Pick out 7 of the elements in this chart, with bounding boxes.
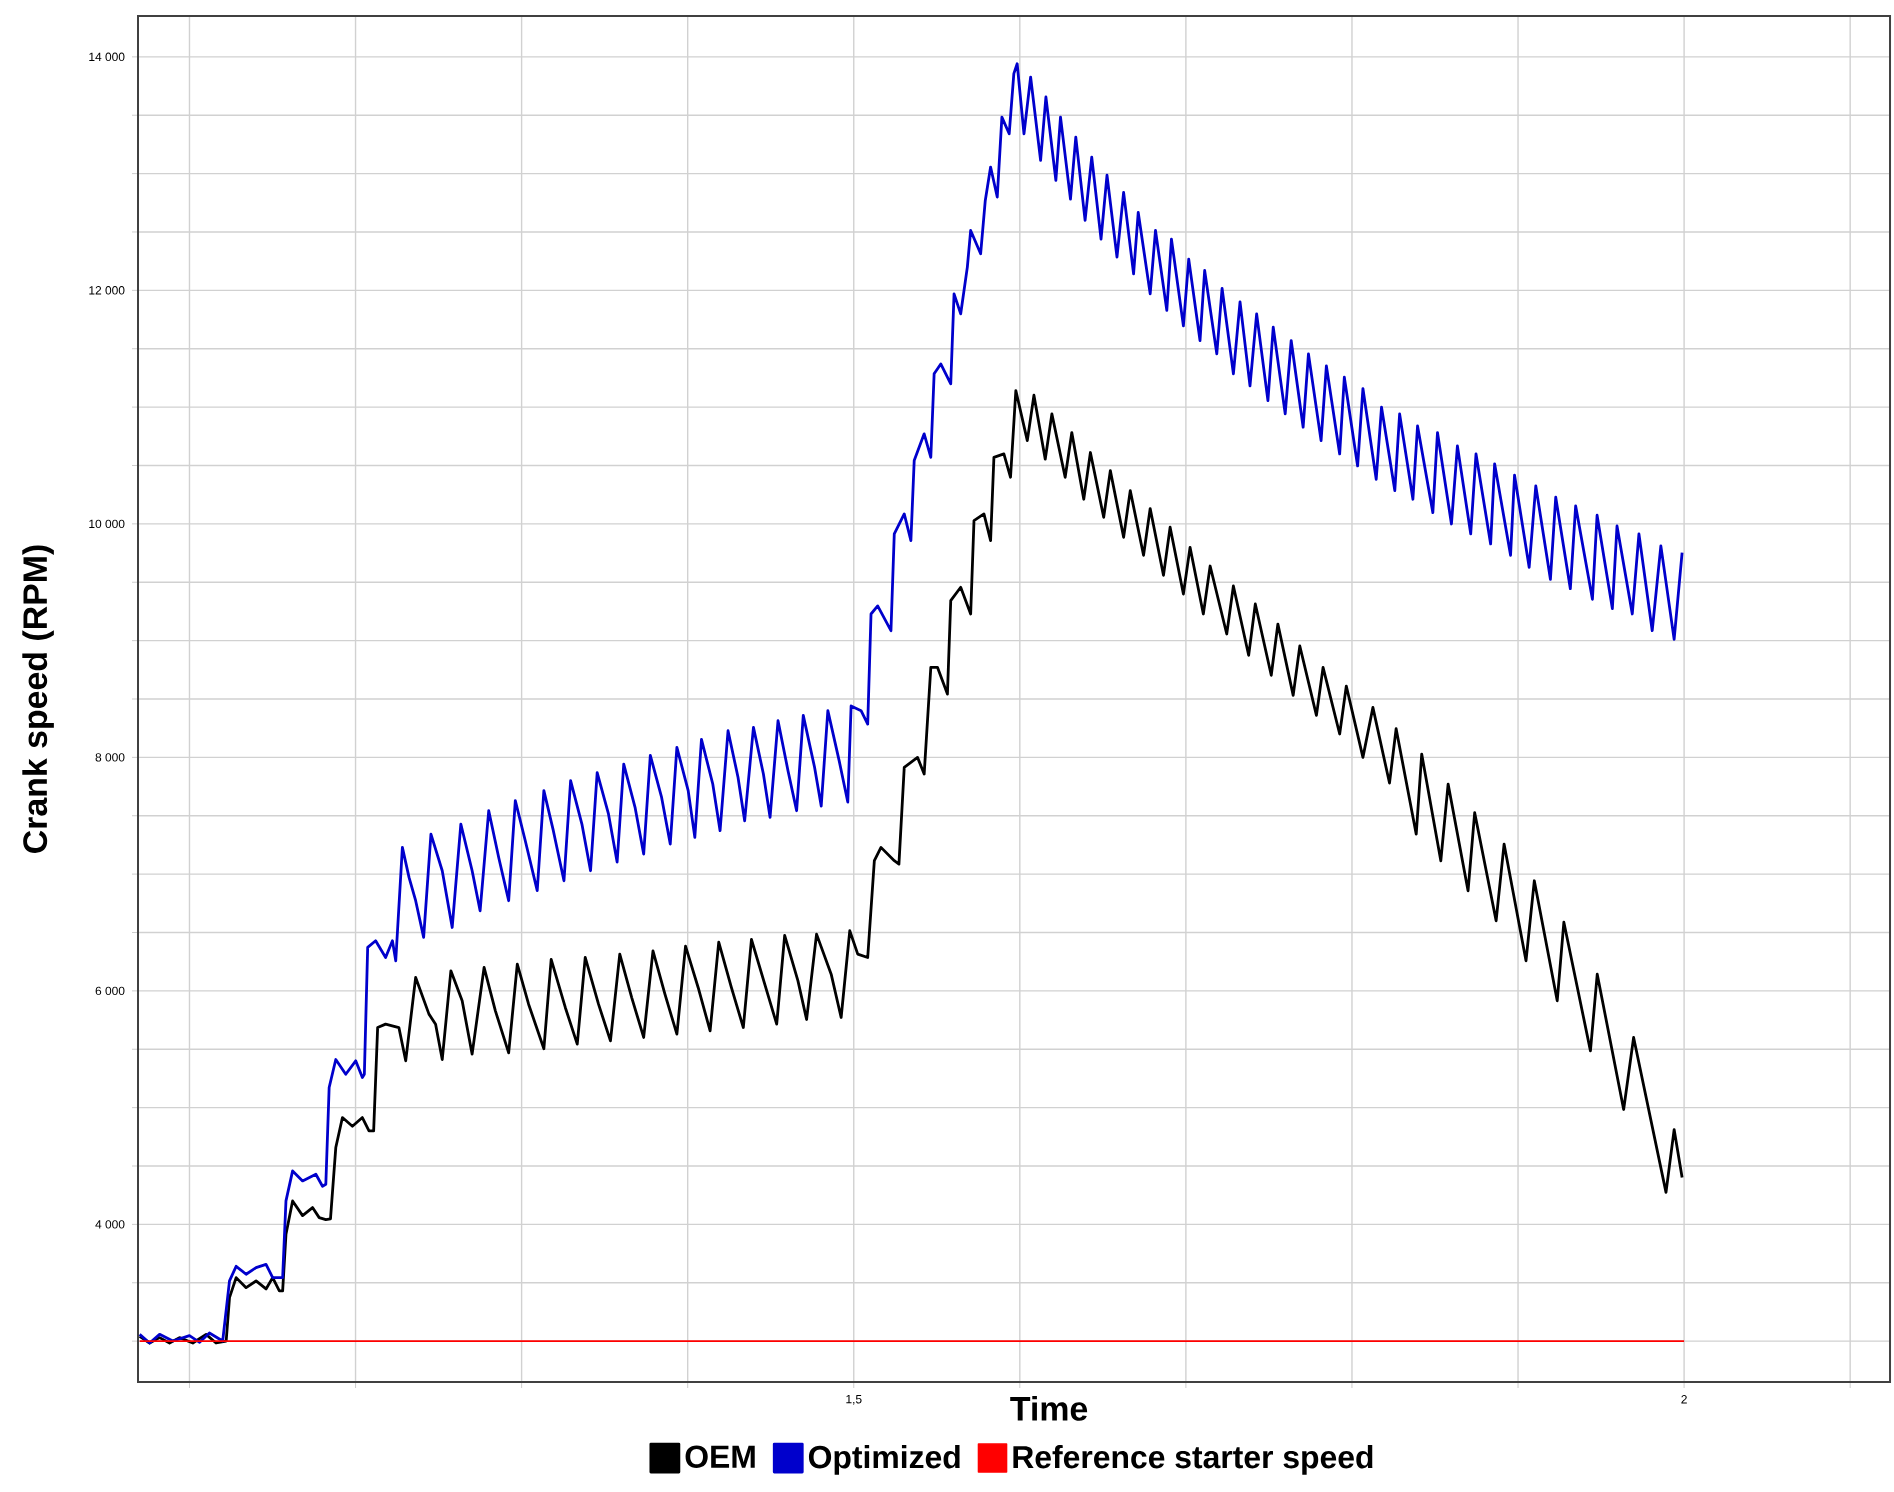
legend-label: Optimized bbox=[808, 1445, 960, 1475]
legend-label: Reference starter speed bbox=[1013, 1445, 1373, 1475]
legend-label: OEM bbox=[685, 1445, 755, 1468]
line-series bbox=[138, 389, 1684, 1345]
line-series bbox=[138, 62, 1684, 1345]
y-axis-title: Crank speed (RPM) bbox=[22, 545, 54, 853]
x-axis-title: Time bbox=[1010, 1395, 1088, 1421]
